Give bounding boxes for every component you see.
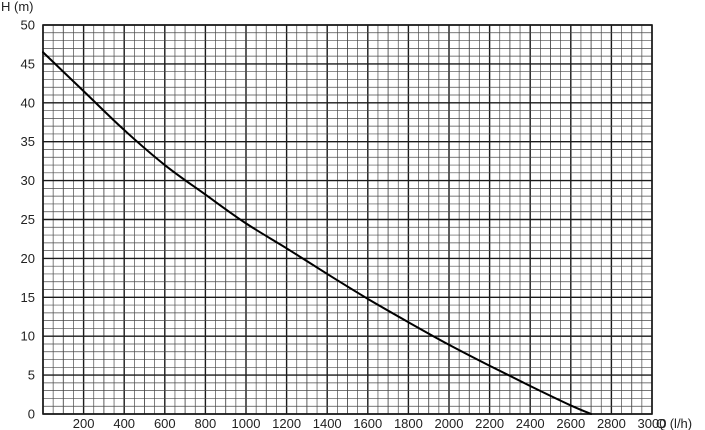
y-tick-label: 40 <box>21 95 35 110</box>
y-tick-label: 50 <box>21 18 35 33</box>
x-tick-label: 200 <box>73 416 95 430</box>
y-tick-label: 25 <box>21 212 35 227</box>
series-line <box>42 51 593 415</box>
x-tick-label: 2600 <box>556 416 585 430</box>
x-tick-label: 3000 <box>638 416 667 430</box>
y-tick-labels: 0 5 10 15 20 25 30 35 40 45 50 <box>21 18 35 422</box>
y-tick-label: 15 <box>21 290 35 305</box>
x-tick-label: 1800 <box>394 416 423 430</box>
y-tick-label: 10 <box>21 329 35 344</box>
x-tick-label: 2800 <box>597 416 626 430</box>
y-tick-label: 30 <box>21 173 35 188</box>
x-tick-label: 2200 <box>475 416 504 430</box>
x-tick-label: 1000 <box>232 416 261 430</box>
x-tick-label: 800 <box>195 416 217 430</box>
x-tick-labels: 200 400 600 800 1000 1200 1400 1600 1800 2000 2200… <box>73 416 667 430</box>
x-axis-label: Q (l/h) <box>656 416 692 430</box>
y-tick-label: 5 <box>28 368 35 383</box>
x-tick-label: 600 <box>154 416 176 430</box>
x-tick-label: 1400 <box>313 416 342 430</box>
y-tick-label: 20 <box>21 251 35 266</box>
y-axis-label: H (m) <box>1 0 34 14</box>
x-tick-label: 2000 <box>435 416 464 430</box>
plot-frame <box>42 24 653 415</box>
x-tick-label: 400 <box>113 416 135 430</box>
y-tick-label: 0 <box>28 407 35 422</box>
y-tick-label: 35 <box>21 134 35 149</box>
series-layer <box>42 51 593 415</box>
x-tick-label: 1200 <box>272 416 301 430</box>
grid <box>42 24 653 415</box>
x-tick-label: 2400 <box>516 416 545 430</box>
y-tick-label: 45 <box>21 56 35 71</box>
x-tick-label: 1600 <box>353 416 382 430</box>
